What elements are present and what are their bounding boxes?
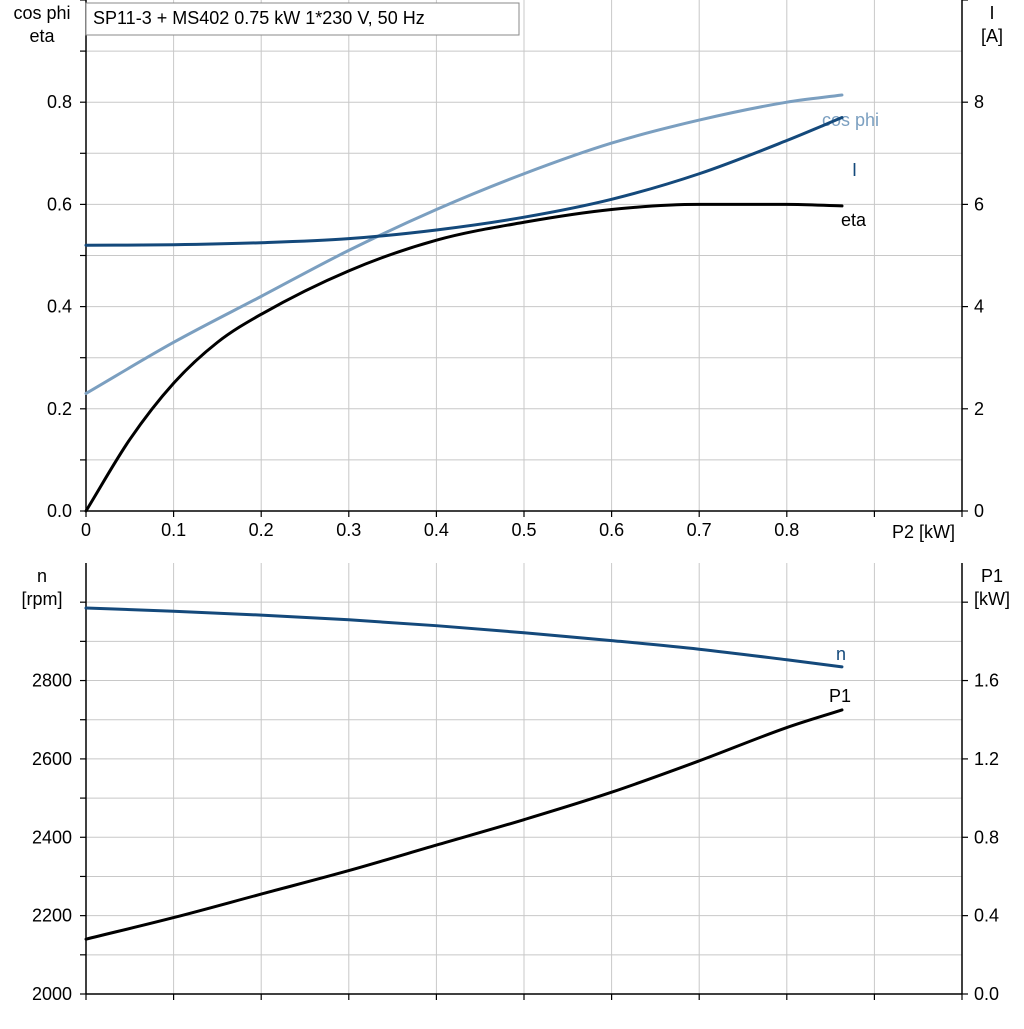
top-right-tick-label: 4 (974, 297, 984, 317)
eta-curve (84, 202, 844, 513)
chart-title-box: SP11-3 + MS402 0.75 kW 1*230 V, 50 Hz (85, 2, 520, 36)
top-x-tick-label: 0.3 (336, 520, 361, 540)
top-left-tick-label: 0.4 (47, 297, 72, 317)
bottom-right-axis-title: P1 (981, 566, 1003, 586)
bottom-right-tick-label: 0.8 (974, 827, 999, 847)
top-right-tick-label: 2 (974, 399, 984, 419)
cosphi-series-label: cos phi (822, 110, 879, 130)
top-x-axis-title: P2 [kW] (892, 522, 955, 542)
top-x-tick-label: 0.2 (249, 520, 274, 540)
bottom-left-tick-label: 2800 (32, 671, 72, 691)
top-right-tick-label: 6 (974, 194, 984, 214)
top-left-tick-label: 0.0 (47, 501, 72, 521)
top-left-axis-title: cos phi (13, 3, 70, 23)
top-x-tick-label: 0.1 (161, 520, 186, 540)
top-x-tick-label: 0 (81, 520, 91, 540)
bottom-right-tick-label: 0.0 (974, 984, 999, 1004)
top-x-tick-label: 0.5 (511, 520, 536, 540)
bottom-left-tick-label: 2400 (32, 827, 72, 847)
bottom-right-tick-label: 1.6 (974, 671, 999, 691)
cosphi-curve (84, 93, 844, 395)
current-series-label: I (852, 160, 857, 180)
p1-curve (84, 708, 844, 941)
top-left-tick-label: 0.8 (47, 92, 72, 112)
bottom-right-tick-label: 1.2 (974, 749, 999, 769)
top-right-axis-unit: [A] (981, 26, 1003, 46)
chart-title: SP11-3 + MS402 0.75 kW 1*230 V, 50 Hz (93, 8, 425, 28)
bottom-left-tick-label: 2200 (32, 906, 72, 926)
top-left-tick-label: 0.6 (47, 194, 72, 214)
p1-series-label: P1 (829, 686, 851, 706)
bottom-left-tick-label: 2000 (32, 984, 72, 1004)
bottom-left-tick-label: 2600 (32, 749, 72, 769)
top-chart-panel: 0 0.1 0.2 0.3 0.4 0.5 0.6 0.7 0.8 P2 [kW] 0.0 0.2 0.… (13, 0, 1003, 542)
top-left-tick-label: 0.2 (47, 399, 72, 419)
current-curve (84, 116, 844, 247)
top-right-tick-label: 0 (974, 501, 984, 521)
eta-series-label: eta (841, 210, 867, 230)
top-x-tick-label: 0.7 (687, 520, 712, 540)
bottom-right-axis-unit: [kW] (974, 589, 1010, 609)
top-x-tick-label: 0.6 (599, 520, 624, 540)
bottom-left-axis-title: n (37, 566, 47, 586)
top-x-tick-label: 0.8 (774, 520, 799, 540)
top-right-axis-title: I (989, 3, 994, 23)
speed-curve (84, 606, 844, 669)
top-left-axis-unit: eta (29, 26, 55, 46)
bottom-left-axis-unit: [rpm] (21, 589, 62, 609)
top-right-tick-label: 8 (974, 92, 984, 112)
speed-series-label: n (836, 644, 846, 664)
bottom-chart-panel: 2000 2200 2400 2600 2800 0.0 0.4 0.8 1.2 1.6 n [rpm… (21, 563, 1010, 1004)
bottom-right-tick-label: 0.4 (974, 906, 999, 926)
top-x-tick-label: 0.4 (424, 520, 449, 540)
